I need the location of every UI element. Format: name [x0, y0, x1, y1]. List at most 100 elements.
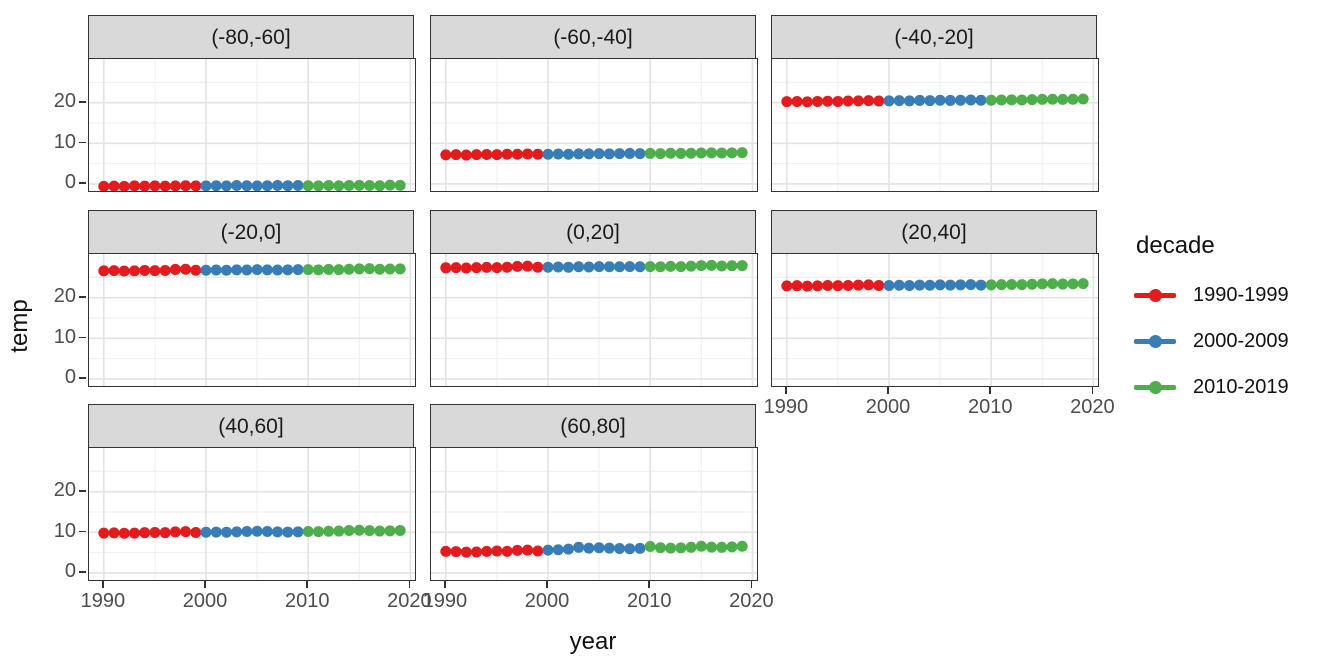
data-point [583, 261, 595, 273]
data-point [282, 264, 294, 276]
data-point [995, 94, 1007, 106]
data-point [791, 96, 803, 108]
data-point [364, 180, 376, 192]
x-tick-mark [102, 581, 104, 588]
data-point [603, 261, 615, 273]
data-point [634, 543, 646, 555]
data-point [603, 543, 615, 555]
y-tick-label: 10 [53, 519, 76, 542]
data-point [128, 527, 140, 539]
data-point [210, 180, 222, 192]
data-point [863, 279, 875, 291]
data-point [261, 180, 273, 192]
data-point [501, 546, 513, 558]
facet-panel-(-40,-20]: (-40,-20] [771, 15, 1099, 193]
data-point [1016, 279, 1028, 291]
data-point [98, 265, 110, 277]
data-point [552, 148, 564, 160]
data-point [149, 180, 161, 192]
data-point [614, 543, 626, 555]
data-point [231, 180, 243, 192]
data-point [251, 526, 263, 538]
facet-strip: (20,40] [771, 210, 1097, 255]
data-point [159, 265, 171, 277]
x-tick-label: 2020 [387, 590, 432, 612]
y-tick-mark [79, 296, 87, 298]
data-point [1077, 93, 1089, 105]
data-point [695, 260, 707, 272]
data-point [128, 265, 140, 277]
y-tick-label: 20 [53, 479, 76, 502]
data-point [312, 264, 324, 276]
data-point [302, 180, 314, 192]
facet-panel-(-60,-40]: (-60,-40] [430, 15, 758, 193]
data-point [1006, 94, 1018, 106]
data-point [736, 260, 748, 272]
data-point [394, 263, 406, 275]
y-axis-title: temp [6, 299, 33, 353]
data-point [781, 280, 793, 292]
data-point [108, 527, 120, 539]
x-tick-label: 2020 [1070, 396, 1115, 418]
y-tick-mark [79, 336, 87, 339]
facet-strip-label: (-60,-40] [553, 25, 633, 49]
data-point [593, 542, 605, 554]
facet-plot-svg [431, 59, 757, 192]
data-point [491, 149, 503, 161]
data-point [614, 148, 626, 160]
data-point [241, 264, 253, 276]
data-point [241, 526, 253, 538]
x-axis-title: year [569, 628, 617, 655]
x-tick-label: 2000 [182, 590, 228, 612]
data-point [312, 526, 324, 538]
data-point [842, 280, 854, 292]
plot-area [771, 58, 1099, 193]
x-tick-label: 2020 [729, 590, 774, 612]
data-point [261, 526, 273, 538]
legend-point-icon [1148, 380, 1162, 394]
data-point [323, 526, 335, 538]
facet-strip-label: (-20,0] [220, 220, 282, 244]
data-point [460, 149, 472, 161]
data-point [118, 181, 130, 192]
data-point [706, 542, 718, 554]
data-point [108, 265, 120, 277]
x-tick-label: 2010 [967, 396, 1013, 418]
data-point [1077, 278, 1089, 290]
facet-strip: (60,80] [430, 404, 756, 449]
data-point [852, 95, 864, 107]
facet-plot-svg [772, 254, 1098, 387]
data-point [231, 264, 243, 276]
data-point [180, 180, 192, 192]
data-point [118, 265, 130, 277]
data-point [832, 280, 844, 292]
x-tick-mark [989, 387, 991, 394]
data-point [450, 149, 462, 161]
data-point [883, 95, 895, 107]
legend-point-icon [1148, 288, 1162, 302]
y-tick-mark [79, 490, 87, 492]
data-point [685, 261, 697, 273]
data-point [593, 261, 605, 273]
facet-panel-(20,40]: (20,40] 1990 2000 2010 2020 [764, 210, 1115, 418]
data-point [231, 526, 243, 538]
data-point [924, 95, 936, 107]
data-point [491, 545, 503, 557]
facet-panel-(0,20]: (0,20] [430, 210, 758, 388]
data-point [583, 148, 595, 160]
data-point [501, 262, 513, 274]
data-point [573, 148, 585, 160]
legend-key [1134, 326, 1176, 356]
x-tick-mark [1091, 387, 1094, 394]
data-point [118, 528, 130, 540]
data-point [190, 527, 202, 539]
data-point [190, 265, 202, 277]
data-point [822, 280, 834, 292]
data-point [169, 264, 181, 276]
data-point [644, 261, 656, 273]
data-point [924, 280, 936, 292]
data-point [522, 261, 534, 273]
data-point [965, 94, 977, 106]
data-point [149, 527, 161, 539]
x-tick-label: 1990 [422, 590, 468, 612]
